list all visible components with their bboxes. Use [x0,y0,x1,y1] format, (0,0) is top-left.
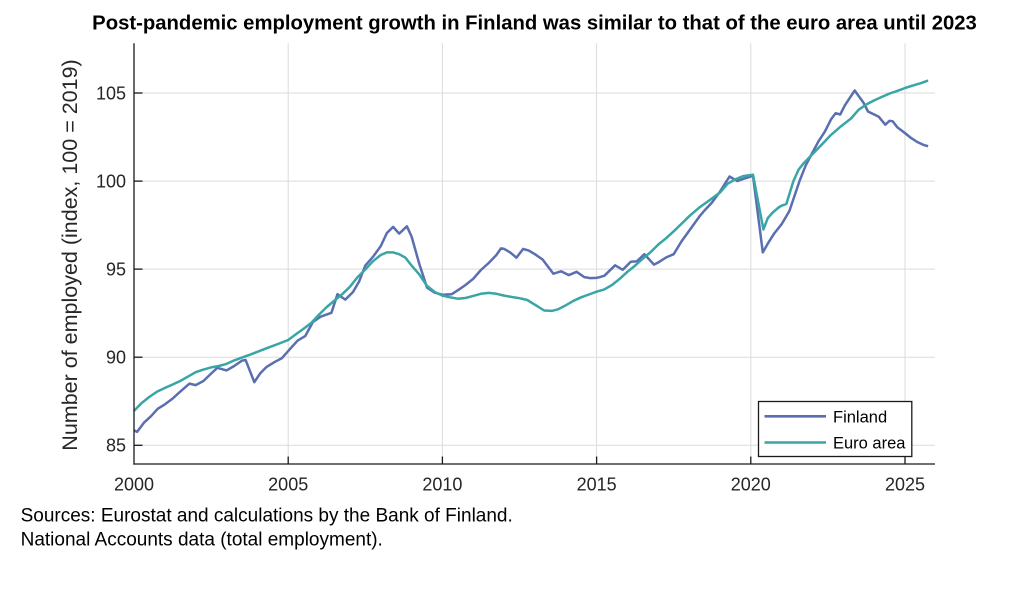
svg-text:85: 85 [106,436,126,456]
svg-text:105: 105 [96,83,126,103]
svg-text:2005: 2005 [268,475,308,495]
svg-text:2010: 2010 [422,475,462,495]
svg-text:90: 90 [106,348,126,368]
svg-text:95: 95 [106,259,126,279]
svg-text:Post-pandemic employment growt: Post-pandemic employment growth in Finla… [92,13,977,35]
svg-text:2020: 2020 [731,475,771,495]
svg-text:2015: 2015 [577,475,617,495]
svg-text:Euro area: Euro area [833,435,906,453]
svg-text:100: 100 [96,171,126,191]
svg-text:2000: 2000 [114,475,154,495]
svg-text:2025: 2025 [885,475,925,495]
svg-text:Sources: Eurostat and calculat: Sources: Eurostat and calculations by th… [21,506,513,527]
svg-text:Number of employed (index, 100: Number of employed (index, 100 = 2019) [58,59,82,450]
svg-text:National Accounts data (total: National Accounts data (total employment… [21,530,383,551]
svg-text:Finland: Finland [833,408,887,426]
